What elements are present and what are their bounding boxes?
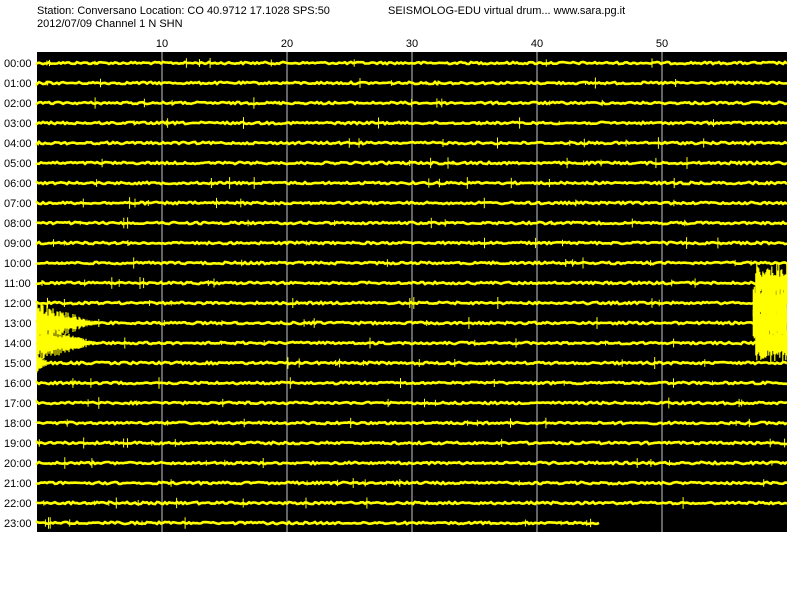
- hour-label: 20:00: [4, 458, 32, 470]
- event-burst: [36, 302, 100, 344]
- hour-label: 21:00: [4, 478, 32, 490]
- hour-label: 19:00: [4, 438, 32, 450]
- trace-line: [35, 200, 788, 206]
- grid-lines: [161, 52, 663, 532]
- trace-line: [35, 340, 788, 346]
- x-axis-ticks: 10 20 30 40 50: [156, 38, 668, 50]
- station-info: Station: Conversano Location: CO 40.9712…: [37, 5, 330, 17]
- hour-label: 07:00: [4, 198, 32, 210]
- hour-label: 23:00: [4, 518, 32, 530]
- seismic-events: [36, 262, 788, 373]
- trace-line: [35, 260, 788, 266]
- hour-label: 01:00: [4, 78, 32, 90]
- hour-label: 05:00: [4, 158, 32, 170]
- trace-line: [35, 220, 788, 226]
- event-burst: [36, 353, 50, 373]
- trace-line: [35, 140, 788, 147]
- trace-line: [35, 398, 788, 406]
- brand-info: SEISMOLOG-EDU virtual drum... www.sara.p…: [388, 5, 625, 17]
- hour-label: 22:00: [4, 498, 32, 510]
- trace-line: [35, 280, 788, 286]
- trace-line: [35, 160, 788, 166]
- hour-label: 09:00: [4, 238, 32, 250]
- hour-label: 14:00: [4, 338, 32, 350]
- hour-label: 16:00: [4, 378, 32, 390]
- trace-line: [35, 439, 788, 446]
- hour-label: 10:00: [4, 258, 32, 270]
- trace-line: [35, 380, 788, 386]
- hour-label: 11:00: [4, 278, 31, 290]
- trace-line: [36, 360, 788, 366]
- event-burst: [36, 324, 100, 362]
- hour-label: 00:00: [4, 58, 32, 70]
- hour-label: 03:00: [4, 118, 32, 130]
- x-tick-label: 10: [156, 38, 168, 50]
- x-tick-label: 50: [656, 38, 668, 50]
- x-tick-label: 40: [531, 38, 543, 50]
- hour-label: 02:00: [4, 98, 32, 110]
- trace-line: [35, 60, 788, 66]
- trace-line: [35, 500, 788, 506]
- trace-line: [35, 319, 788, 326]
- hour-label: 12:00: [4, 298, 32, 310]
- trace-line: [35, 480, 788, 486]
- hour-label: 18:00: [4, 418, 32, 430]
- trace-line: [35, 180, 788, 186]
- trace-line: [35, 460, 788, 466]
- trace-line: [35, 240, 788, 246]
- hour-label: 04:00: [4, 138, 32, 150]
- hour-labels: 00:00 01:00 02:00 03:00 04:00 05:00 06:00 07:00…: [4, 58, 32, 530]
- x-tick-label: 20: [281, 38, 293, 50]
- trace-line: [35, 120, 788, 126]
- date-channel-info: 2012/07/09 Channel 1 N SHN: [37, 18, 183, 30]
- trace-line: [35, 100, 788, 106]
- hour-label: 06:00: [4, 178, 32, 190]
- hour-label: 17:00: [4, 398, 32, 410]
- trace-line: [35, 520, 600, 526]
- x-tick-label: 30: [406, 38, 418, 50]
- trace-line: [35, 300, 788, 306]
- trace-line: [35, 80, 788, 87]
- trace-lines: [35, 57, 788, 529]
- hour-label: 13:00: [4, 318, 32, 330]
- hour-label: 15:00: [4, 358, 32, 370]
- trace-line: [35, 420, 788, 426]
- event-burst: [755, 322, 788, 364]
- hour-label: 08:00: [4, 218, 32, 230]
